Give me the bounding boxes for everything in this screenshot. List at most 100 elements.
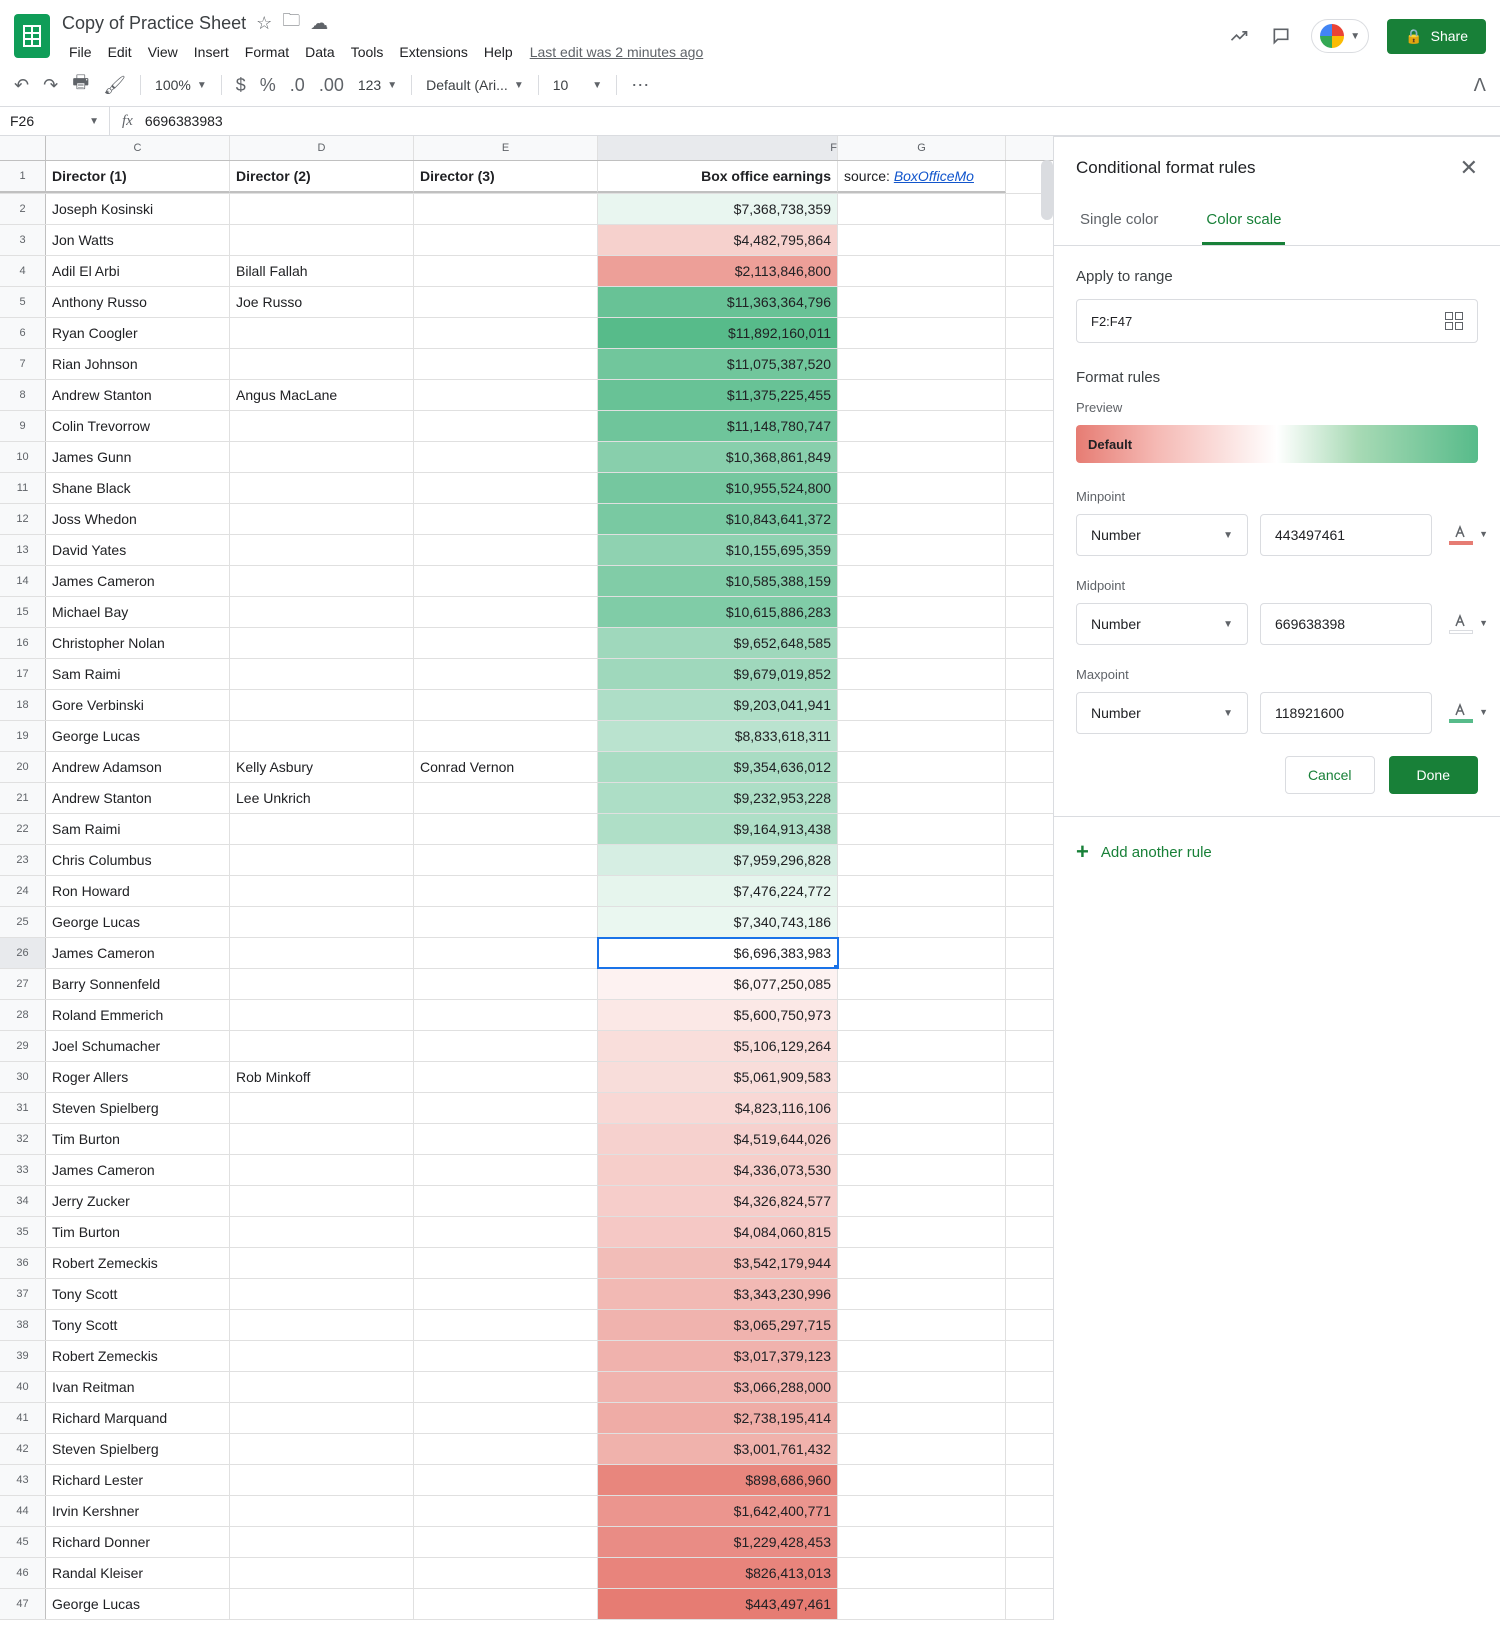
cell[interactable] [414,938,598,968]
name-box[interactable]: F26 ▼ [0,107,110,135]
cell[interactable]: $9,232,953,228 [598,783,838,813]
cell[interactable]: Andrew Stanton [46,380,230,410]
cell[interactable] [230,1341,414,1371]
cell[interactable]: Ron Howard [46,876,230,906]
cell[interactable]: $4,336,073,530 [598,1155,838,1185]
cell[interactable] [414,783,598,813]
cell[interactable]: $9,354,636,012 [598,752,838,782]
cell[interactable] [414,1496,598,1526]
cell[interactable]: Kelly Asbury [230,752,414,782]
spreadsheet-grid[interactable]: CDEFG 1Director (1)Director (2)Director … [0,136,1054,1620]
row-header[interactable]: 28 [0,1000,46,1030]
cell[interactable]: Shane Black [46,473,230,503]
cell[interactable] [414,1465,598,1495]
cell[interactable] [414,1155,598,1185]
cell[interactable]: Barry Sonnenfeld [46,969,230,999]
cell[interactable] [414,504,598,534]
cell[interactable] [230,1248,414,1278]
cell[interactable]: Richard Lester [46,1465,230,1495]
col-header-C[interactable]: C [46,136,230,160]
cell[interactable] [414,1341,598,1371]
cell[interactable] [838,1279,1006,1309]
cell[interactable] [838,628,1006,658]
cell[interactable] [838,1310,1006,1340]
menu-help[interactable]: Help [477,40,520,64]
cell[interactable]: $4,823,116,106 [598,1093,838,1123]
cell[interactable]: $6,696,383,983 [598,938,838,968]
cell[interactable]: James Cameron [46,566,230,596]
menu-view[interactable]: View [141,40,185,64]
cell[interactable] [230,876,414,906]
header-cell[interactable]: Director (2) [230,161,414,193]
cell[interactable] [838,597,1006,627]
row-header[interactable]: 29 [0,1031,46,1061]
source-link[interactable]: BoxOfficeMo [894,168,974,184]
cell[interactable] [838,1248,1006,1278]
cell[interactable] [838,473,1006,503]
cell[interactable]: $1,229,428,453 [598,1527,838,1557]
cell[interactable]: Roland Emmerich [46,1000,230,1030]
row-header[interactable]: 17 [0,659,46,689]
cell[interactable]: $7,476,224,772 [598,876,838,906]
cancel-button[interactable]: Cancel [1285,756,1375,794]
cell[interactable] [838,1062,1006,1092]
cell[interactable]: Jerry Zucker [46,1186,230,1216]
range-picker-icon[interactable] [1445,312,1463,330]
activity-icon[interactable] [1227,24,1251,48]
row-header[interactable]: 22 [0,814,46,844]
menu-edit[interactable]: Edit [101,40,139,64]
row-header[interactable]: 10 [0,442,46,472]
cell[interactable] [230,225,414,255]
cell[interactable]: $3,001,761,432 [598,1434,838,1464]
move-icon[interactable]: 🗀 [282,8,300,38]
cell[interactable] [230,1217,414,1247]
cell[interactable] [414,1558,598,1588]
cell[interactable]: $9,652,648,585 [598,628,838,658]
cell[interactable]: $7,368,738,359 [598,194,838,224]
cell[interactable]: Conrad Vernon [414,752,598,782]
decimal-decrease-icon[interactable]: .0 [290,75,305,96]
row-header[interactable]: 46 [0,1558,46,1588]
row-header[interactable]: 12 [0,504,46,534]
cell[interactable]: $3,343,230,996 [598,1279,838,1309]
cell[interactable]: $10,955,524,800 [598,473,838,503]
cell[interactable] [414,1124,598,1154]
cell[interactable]: James Cameron [46,938,230,968]
comment-icon[interactable] [1269,24,1293,48]
cell[interactable]: $9,203,041,941 [598,690,838,720]
range-input[interactable]: F2:F47 [1076,299,1478,343]
row-header[interactable]: 26 [0,938,46,968]
cell[interactable] [230,1403,414,1433]
cell[interactable] [838,721,1006,751]
cell[interactable] [838,938,1006,968]
row-header[interactable]: 4 [0,256,46,286]
cell[interactable] [838,566,1006,596]
cell[interactable]: Angus MacLane [230,380,414,410]
cell[interactable] [838,1403,1006,1433]
last-edit[interactable]: Last edit was 2 minutes ago [530,44,704,60]
cell[interactable] [414,1000,598,1030]
cell[interactable] [230,721,414,751]
cell[interactable] [230,845,414,875]
cell[interactable] [230,194,414,224]
row-header[interactable]: 2 [0,194,46,224]
menu-tools[interactable]: Tools [344,40,391,64]
minpoint-value-input[interactable]: 443497461 [1260,514,1432,556]
header-cell[interactable]: source: BoxOfficeMo [838,161,1006,193]
row-header[interactable]: 34 [0,1186,46,1216]
cell[interactable]: $443,497,461 [598,1589,838,1619]
cell[interactable]: $9,679,019,852 [598,659,838,689]
cell[interactable]: Rob Minkoff [230,1062,414,1092]
cell[interactable]: $2,738,195,414 [598,1403,838,1433]
row-header[interactable]: 6 [0,318,46,348]
cell[interactable] [414,1310,598,1340]
cell[interactable]: $1,642,400,771 [598,1496,838,1526]
cell[interactable]: Joss Whedon [46,504,230,534]
format-dropdown[interactable]: 123▼ [358,77,397,93]
cell[interactable]: Steven Spielberg [46,1093,230,1123]
row-header[interactable]: 44 [0,1496,46,1526]
row-header[interactable]: 41 [0,1403,46,1433]
cell[interactable] [838,442,1006,472]
cell[interactable] [414,907,598,937]
cell[interactable] [414,1372,598,1402]
